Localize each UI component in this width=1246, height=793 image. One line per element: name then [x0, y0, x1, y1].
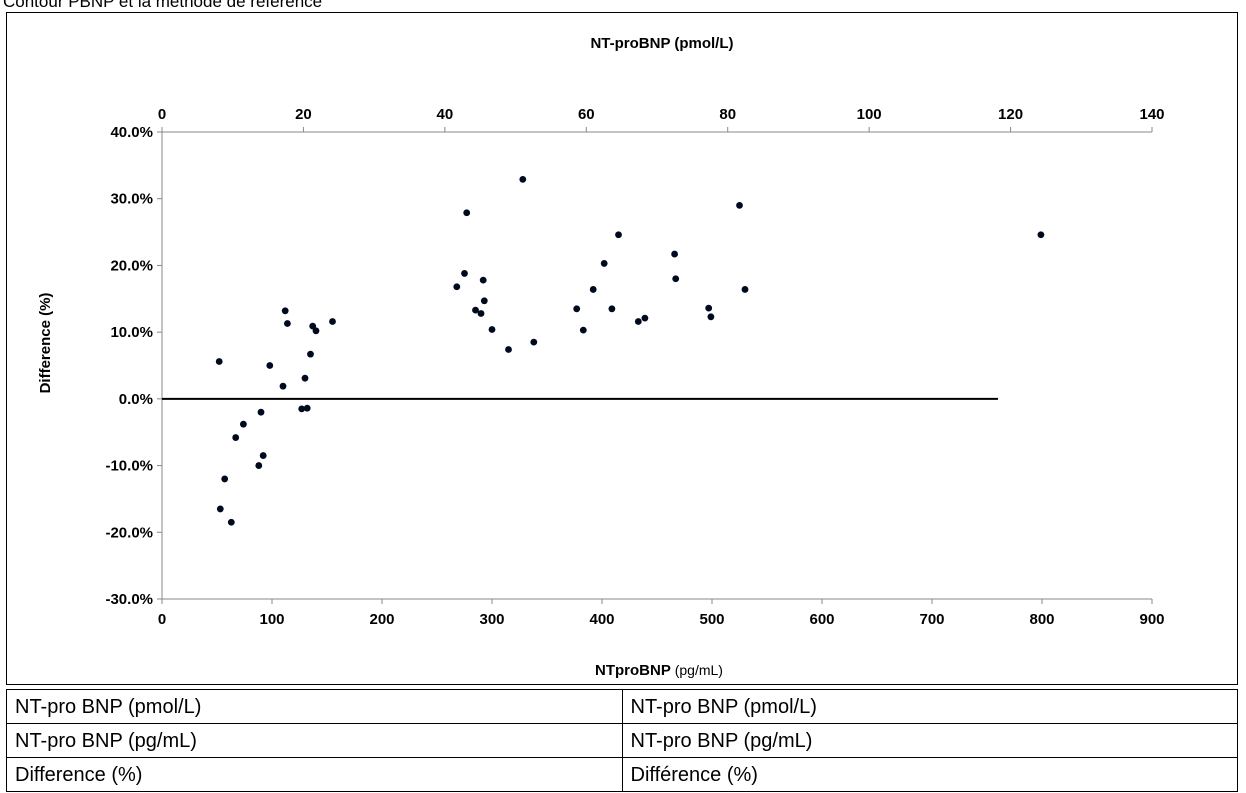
glossary-row: NT-pro BNP (pg/mL) NT-pro BNP (pg/mL) [6, 723, 1238, 758]
data-point [472, 306, 479, 314]
scatter-chart: NT-proBNP (pmol/L) NTproBNP (pg/mL) Diff… [37, 35, 1165, 679]
data-point [301, 374, 309, 382]
top-x-tick-label: 140 [1139, 106, 1164, 123]
top-axis-title: NT-proBNP (pmol/L) [590, 35, 733, 52]
data-point [707, 313, 715, 321]
x-tick-label: 200 [369, 611, 394, 628]
data-point [477, 310, 485, 317]
y-tick-label: 30.0% [110, 191, 153, 208]
top-x-tick-label: 0 [158, 106, 166, 123]
data-point [671, 250, 678, 258]
data-point [579, 326, 587, 334]
top-x-tick-label: 40 [437, 106, 454, 123]
data-point [615, 231, 622, 239]
data-point [461, 270, 468, 277]
data-point [479, 276, 487, 284]
y-tick-label: 20.0% [110, 257, 153, 274]
data-point [1037, 231, 1045, 239]
data-point [589, 286, 597, 293]
data-point [221, 475, 229, 483]
data-point [736, 201, 743, 209]
data-point [259, 452, 267, 459]
y-tick-label: -10.0% [105, 458, 153, 475]
document-heading: Contour PBNP et la méthode de référence [3, 0, 323, 11]
data-point [307, 350, 314, 358]
data-point [266, 362, 274, 369]
data-point [232, 434, 240, 441]
data-point [453, 283, 461, 291]
plot-area: -30.0% -20.0% -10.0% 0.0% 10.0% 20.0% 30.0% 40.… [105, 106, 1164, 628]
data-point [634, 318, 642, 325]
x-tick-label: 900 [1139, 611, 1164, 628]
glossary-term-en: NT-pro BNP (pmol/L) [6, 689, 623, 724]
data-point [240, 420, 247, 428]
data-point [255, 462, 263, 469]
chart-frame: NT-proBNP (pmol/L) NTproBNP (pg/mL) Diff… [6, 12, 1238, 685]
top-x-tick-label: 80 [719, 106, 736, 123]
glossary-term-en: NT-pro BNP (pg/mL) [6, 723, 623, 758]
x-tick-label: 700 [919, 611, 944, 628]
x-tick-label: 100 [259, 611, 284, 628]
data-point [519, 175, 527, 183]
data-point [463, 209, 471, 217]
y-tick-label: 40.0% [110, 124, 153, 141]
glossary-row: Difference (%) Différence (%) [6, 757, 1238, 792]
glossary-term-fr: Différence (%) [621, 757, 1238, 792]
glossary-term-fr: NT-pro BNP (pmol/L) [621, 689, 1238, 724]
glossary-table: NT-pro BNP (pmol/L) NT-pro BNP (pmol/L) NT… [6, 689, 1238, 792]
top-x-tick-label: 100 [857, 106, 882, 123]
data-point [216, 505, 224, 513]
x-tick-label: 800 [1029, 611, 1054, 628]
top-x-tick-label: 60 [578, 106, 595, 123]
data-point [284, 320, 291, 327]
data-point [215, 358, 223, 365]
x-axis-title: NTproBNP (pg/mL) [595, 662, 723, 679]
glossary-body: NT-pro BNP (pmol/L) NT-pro BNP (pmol/L) NT… [6, 689, 1238, 792]
data-point [281, 307, 289, 315]
data-point [227, 518, 235, 526]
data-point [600, 260, 608, 267]
top-x-tick-label: 20 [295, 106, 312, 123]
data-point [329, 318, 336, 325]
glossary-term-en: Difference (%) [6, 757, 623, 792]
data-point [608, 305, 616, 313]
data-point [480, 297, 488, 305]
y-tick-label: -20.0% [105, 524, 153, 541]
x-tick-label: 500 [699, 611, 724, 628]
data-point [705, 304, 713, 312]
y-axis-title: Difference (%) [37, 293, 54, 394]
data-point [488, 326, 496, 333]
y-tick-label: 0.0% [119, 391, 153, 408]
x-tick-label: 600 [809, 611, 834, 628]
data-point [303, 404, 311, 412]
y-tick-label: 10.0% [110, 324, 153, 341]
x-tick-label: 400 [589, 611, 614, 628]
data-point [505, 346, 512, 353]
glossary-term-fr: NT-pro BNP (pg/mL) [621, 723, 1238, 758]
data-point [641, 314, 649, 322]
y-tick-label: -30.0% [105, 591, 153, 608]
top-x-tick-label: 120 [998, 106, 1023, 123]
data-point [672, 275, 680, 283]
data-point [530, 338, 538, 346]
data-point [312, 327, 320, 335]
x-tick-label: 0 [158, 611, 166, 628]
data-point [298, 405, 306, 413]
glossary-row: NT-pro BNP (pmol/L) NT-pro BNP (pmol/L) [6, 689, 1238, 724]
data-point [257, 408, 265, 416]
data-point [741, 286, 749, 293]
data-point [573, 305, 581, 313]
data-point [279, 382, 287, 390]
x-tick-label: 300 [479, 611, 504, 628]
